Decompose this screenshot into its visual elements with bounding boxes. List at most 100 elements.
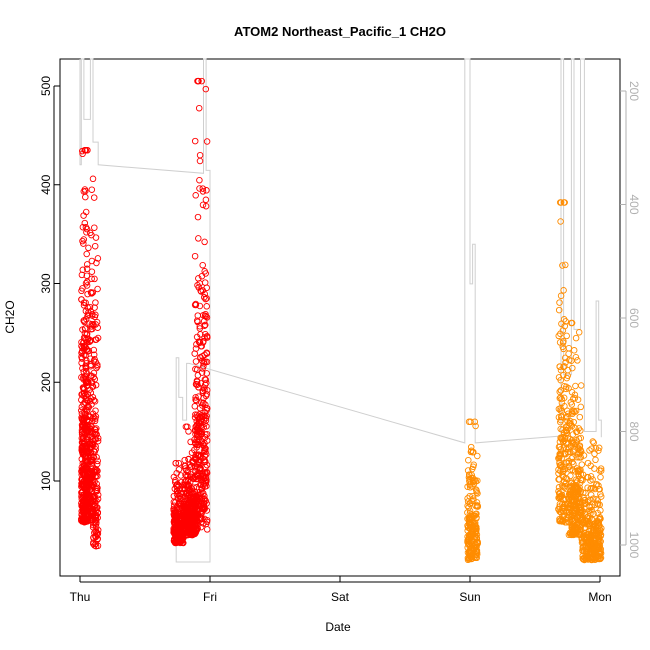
data-point [566,419,573,427]
data-point [175,459,182,467]
data-point [84,336,92,343]
data-point [91,304,98,311]
data-point [571,424,579,432]
data-point [560,394,568,402]
x-tick-label: Fri [203,590,217,604]
data-point [94,324,101,331]
data-point [198,342,205,350]
data-point [197,472,205,480]
data-point [569,454,576,461]
data-point [565,344,573,352]
data-point [574,396,582,403]
data-point [473,487,480,495]
data-point [194,312,202,319]
data-point [579,477,586,484]
data-point [194,525,201,532]
data-point [464,524,472,531]
data-point [195,235,202,242]
data-point [589,516,597,524]
data-point [569,407,576,415]
data-point [561,482,569,490]
data-point [578,534,586,542]
data-point [579,516,587,524]
data-point [590,510,597,517]
data-point [590,495,597,502]
data-point [81,146,89,154]
data-point [94,361,101,368]
data-point [81,462,88,469]
data-point [78,347,86,355]
data-point [195,104,203,112]
data-point [201,444,208,451]
data-point [565,459,572,467]
data-point [472,554,479,561]
data-point [88,268,96,275]
data-point [472,529,479,536]
data-point [175,530,182,538]
data-point [588,445,595,452]
data-point [203,138,211,145]
data-point [91,448,98,456]
data-point [84,146,91,154]
data-point [201,322,208,329]
data-point [567,442,574,450]
data-point [191,436,198,443]
data-point [79,237,86,245]
data-point [557,330,564,338]
data-point [590,542,598,549]
data-point [89,476,97,483]
data-point [559,262,566,269]
data-point [87,422,94,430]
data-point [575,329,583,336]
y-tick-label: 100 [39,471,53,491]
data-point [197,465,204,472]
data-point [572,334,580,342]
data-point [82,193,89,201]
data-point [93,519,100,526]
data-point [196,339,203,346]
data-point [203,405,211,412]
data-point [580,452,588,459]
data-point [560,316,568,323]
data-point [196,428,204,435]
data-point [90,471,97,478]
data-point [201,515,208,523]
data-point [200,294,208,301]
right-tick-label: 1000 [627,532,641,559]
data-point [199,185,207,192]
data-point [202,376,210,384]
data-point [80,438,87,445]
data-point [198,357,206,364]
data-point [591,450,598,458]
data-point [92,234,100,241]
data-point [182,503,189,510]
data-point [561,322,569,330]
data-point [562,413,570,421]
data-point [80,212,87,219]
data-point [193,497,200,505]
data-point [567,399,575,406]
data-point [79,266,87,274]
data-point [569,364,576,372]
data-point [198,484,206,492]
data-point [559,339,567,346]
data-point [192,440,199,448]
data-point [191,350,198,357]
data-point [596,501,603,509]
data-point [91,242,99,250]
data-point [191,514,199,522]
data-point [589,520,596,528]
data-point [85,244,92,252]
data-point [467,448,475,456]
data-point [556,503,563,510]
data-point [92,415,99,422]
data-point [172,459,179,467]
data-point [470,461,477,468]
data-point [572,353,580,361]
data-point [194,452,201,459]
data-point [557,199,565,206]
data-point [192,491,199,498]
data-point [569,431,577,438]
data-point [587,485,594,492]
data-point [196,157,204,165]
